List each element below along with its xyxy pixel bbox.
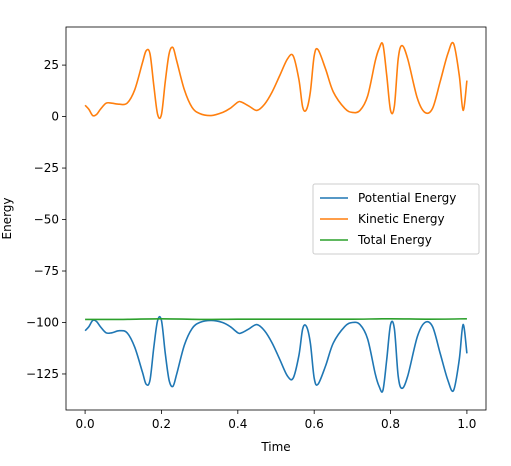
x-axis-label: Time (260, 440, 290, 454)
legend: Potential Energy Kinetic Energy Total Ener… (312, 183, 480, 255)
y-axis-label: Energy (0, 197, 14, 239)
x-tick-label: 0.8 (381, 417, 400, 431)
x-tick-label: 0.0 (76, 417, 95, 431)
y-tick-label: 25 (44, 58, 59, 72)
series-line-total-energy (85, 317, 467, 321)
plot-frame (65, 26, 487, 411)
y-tick-label: −50 (34, 213, 59, 227)
x-tick-label: 0.4 (228, 417, 247, 431)
plot-lines (84, 41, 468, 393)
series-line-kinetic-energy (84, 41, 468, 120)
legend-entry: Kinetic Energy (358, 212, 445, 226)
y-tick-label: −25 (34, 161, 59, 175)
legend-entry: Potential Energy (358, 191, 456, 205)
series-line-potential-energy (84, 315, 468, 393)
legend-box (312, 183, 480, 255)
y-tick-label: 0 (51, 110, 59, 124)
legend-entry: Total Energy (357, 233, 432, 247)
x-tick-label: 1.0 (457, 417, 476, 431)
x-tick-label: 0.2 (152, 417, 171, 431)
x-tick-label: 0.6 (305, 417, 324, 431)
x-axis: 0.0 0.2 0.4 0.6 0.8 1.0 (76, 410, 476, 431)
y-tick-label: −125 (26, 367, 59, 381)
y-axis: 25 0 −25 −50 −75 −100 −125 (26, 58, 66, 381)
y-tick-label: −100 (26, 315, 59, 329)
y-tick-label: −75 (34, 264, 59, 278)
